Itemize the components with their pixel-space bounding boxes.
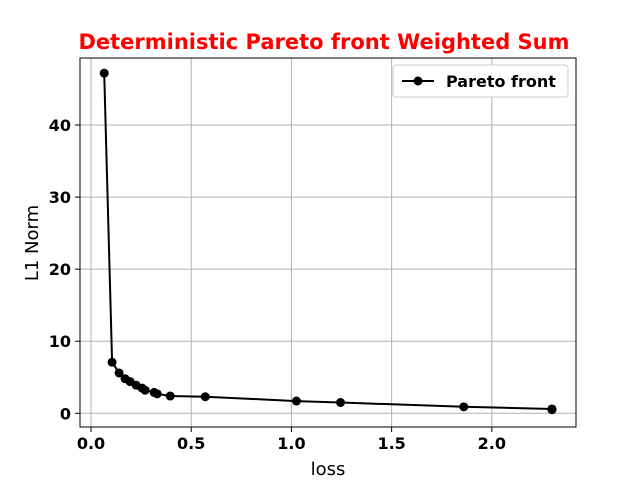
chart-title: Deterministic Pareto front Weighted Sum (78, 30, 569, 54)
legend-box (392, 64, 569, 98)
data-point (291, 396, 301, 406)
x-tick-label: 0.0 (77, 434, 105, 453)
series-pareto-front (99, 68, 557, 415)
x-tick-label: 1.0 (277, 434, 305, 453)
legend-marker-sample (413, 76, 423, 86)
plot-frame (79, 57, 577, 428)
legend-entry-pareto-front: Pareto front (446, 72, 556, 91)
data-point (107, 357, 117, 367)
axis-ticks: 0.0 0.5 1.0 1.5 2.0 0 10 20 30 40 (49, 116, 506, 453)
legend: Pareto front (392, 64, 569, 98)
y-tick-label: 10 (49, 332, 71, 351)
y-axis-label: L1 Norm (22, 205, 43, 281)
data-point (140, 385, 150, 395)
x-tick-label: 1.5 (377, 434, 405, 453)
x-tick-label: 0.5 (177, 434, 205, 453)
series-line (103, 73, 553, 410)
x-axis-label: loss (311, 459, 346, 480)
data-point (200, 392, 210, 402)
y-tick-label: 30 (49, 188, 71, 207)
data-point (459, 402, 469, 412)
y-tick-label: 40 (49, 116, 71, 135)
grid (80, 58, 576, 427)
data-point (547, 405, 557, 415)
data-point (152, 389, 162, 399)
x-tick-label: 2.0 (478, 434, 506, 453)
data-point (114, 368, 124, 378)
y-tick-label: 20 (49, 260, 71, 279)
data-point (99, 68, 109, 78)
y-tick-label: 0 (60, 404, 71, 423)
data-point (165, 391, 175, 401)
data-point (336, 397, 346, 407)
